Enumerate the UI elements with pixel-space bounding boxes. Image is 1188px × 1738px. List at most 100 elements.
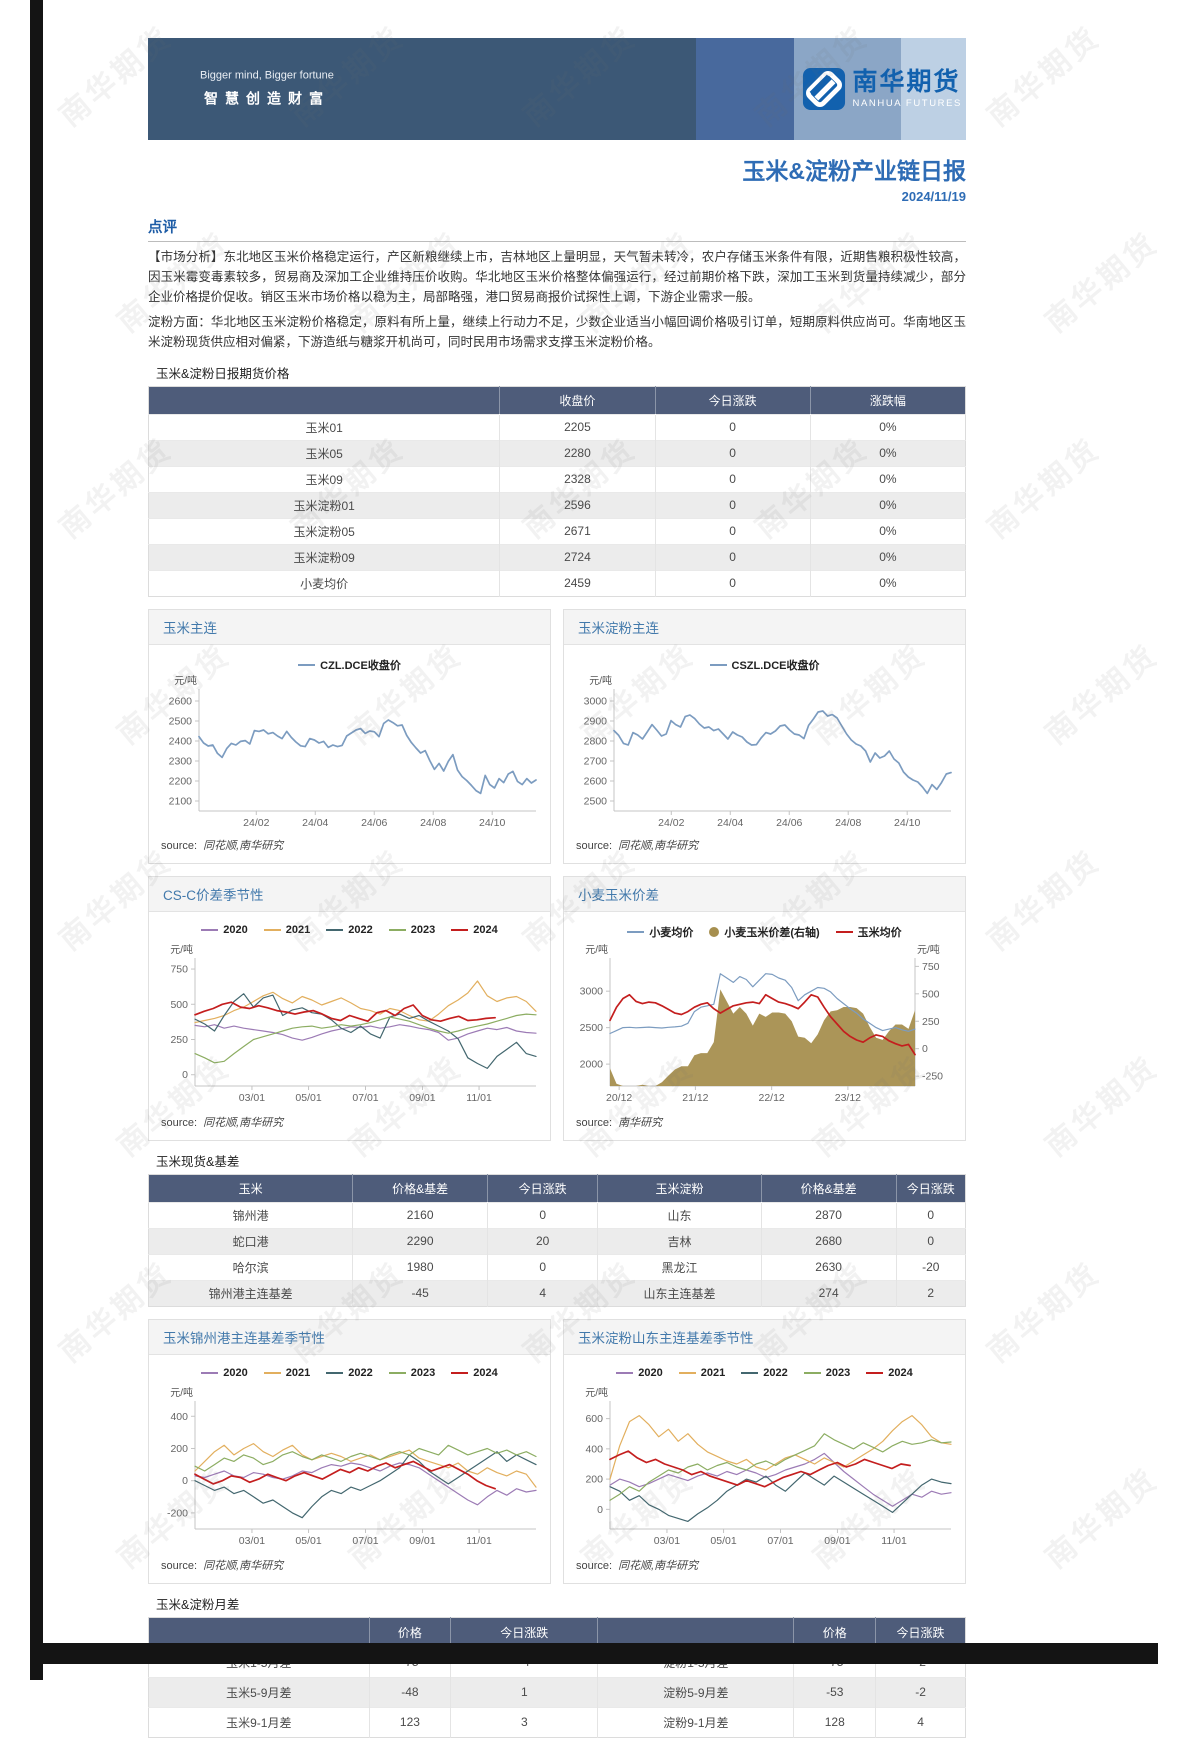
svg-text:24/06: 24/06 bbox=[361, 817, 387, 829]
chart-legend: 2020 2021 2022 2023 2024 bbox=[564, 1367, 965, 1379]
brand-logo: 南华期货 NANHUA FUTURES bbox=[802, 67, 963, 111]
table-row: 哈尔滨 1980 0 黑龙江 2630 -20 bbox=[148, 1253, 966, 1281]
source-note: source: 同花顺,南华研究 bbox=[564, 833, 965, 863]
source-label: source: bbox=[161, 1559, 198, 1572]
svg-text:0: 0 bbox=[922, 1043, 928, 1055]
watermark-text: 南华期货 bbox=[981, 20, 1107, 134]
table-cell: -53 bbox=[793, 1676, 877, 1708]
table-cell: -20 bbox=[896, 1253, 966, 1281]
legend-item: 2021 bbox=[263, 924, 310, 936]
panel-title: 小麦玉米价差 bbox=[564, 876, 965, 912]
table-cell: 2630 bbox=[761, 1253, 897, 1281]
table-header-cell: 价格 bbox=[369, 1617, 452, 1648]
table-header-cell: 价格&基差 bbox=[352, 1174, 489, 1203]
panel-title: 玉米主连 bbox=[149, 609, 550, 645]
table-cell: -45 bbox=[352, 1279, 489, 1307]
svg-text:2700: 2700 bbox=[584, 755, 608, 767]
legend-label: 2023 bbox=[825, 1366, 851, 1379]
table-cell: 玉米05 bbox=[148, 439, 501, 467]
svg-text:2600: 2600 bbox=[584, 775, 608, 787]
spot-basis-table-title: 玉米现货&基差 bbox=[156, 1154, 240, 1169]
svg-text:0: 0 bbox=[597, 1504, 603, 1516]
chart-row-main: 玉米主连 CZL.DCE收盘价 2600 2500 2400 2300 2200 2100 元… bbox=[148, 608, 966, 864]
legend-item: 2024 bbox=[866, 1367, 913, 1379]
corn-main-chart-panel: 玉米主连 CZL.DCE收盘价 2600 2500 2400 2300 2200 2100 元… bbox=[148, 608, 551, 864]
svg-text:11/01: 11/01 bbox=[881, 1535, 907, 1547]
svg-text:09/01: 09/01 bbox=[409, 1535, 435, 1547]
chart-legend: CSZL.DCE收盘价 bbox=[564, 657, 965, 673]
market-analysis-paragraph: 【市场分析】东北地区玉米价格稳定运行，产区新粮继续上市，吉林地区上量明显，天气暂… bbox=[148, 250, 966, 304]
legend-item: 2022 bbox=[741, 1367, 788, 1379]
brand-name-cn: 南华期货 bbox=[852, 67, 961, 96]
table-header-cell: 今日涨跌 bbox=[450, 1617, 599, 1648]
table-header-cell bbox=[148, 1617, 370, 1648]
table-cell: 0% bbox=[810, 491, 966, 519]
legend-item: 2020 bbox=[616, 1367, 663, 1379]
table-row: 小麦均价 2459 0 0% bbox=[148, 569, 966, 597]
source-value: 同花顺,南华研究 bbox=[618, 839, 699, 852]
legend-swatch-icon bbox=[263, 1371, 281, 1374]
brand-banner: Bigger mind, Bigger fortune 智慧创造财富 南华期货 … bbox=[148, 38, 966, 140]
table-header-cell: 玉米 bbox=[148, 1174, 354, 1203]
legend-swatch-icon bbox=[326, 928, 344, 931]
corn-jinzhou-basis-seasonal-panel: 玉米锦州港主连基差季节性 2020 2021 2022 2023 2024 400 200 0… bbox=[148, 1318, 551, 1584]
line-series-2024 bbox=[194, 1460, 496, 1490]
svg-text:元/吨: 元/吨 bbox=[174, 674, 197, 687]
legend-swatch-icon bbox=[388, 1371, 406, 1374]
report-date: 2024/11/19 bbox=[901, 189, 966, 204]
chart-canvas: 400 200 0 -200 元/吨 03/01 05/01 07/01 09/01 11/01 bbox=[167, 1386, 537, 1547]
svg-text:24/02: 24/02 bbox=[658, 817, 684, 829]
banner-band bbox=[696, 38, 795, 140]
line-series-2021 bbox=[194, 1442, 537, 1488]
tagline-english: Bigger mind, Bigger fortune bbox=[200, 69, 334, 82]
spot-basis-table: 玉米 价格&基差 今日涨跌 玉米淀粉 价格&基差 今日涨跌 锦州港 2160 0 山东 2870 0 蛇… bbox=[148, 1173, 966, 1307]
watermark-text: 南华期货 bbox=[1039, 226, 1165, 340]
starch-shandong-basis-seasonal-panel: 玉米淀粉山东主连基差季节性 2020 2021 2022 2023 2024 600 400… bbox=[563, 1318, 966, 1584]
legend-label: CSZL.DCE收盘价 bbox=[731, 659, 820, 672]
area-series-小麦玉米价差(右轴) bbox=[610, 989, 915, 1086]
legend-item: 2022 bbox=[326, 1367, 373, 1379]
svg-text:24/02: 24/02 bbox=[243, 817, 269, 829]
report-page: Bigger mind, Bigger fortune 智慧创造财富 南华期货 … bbox=[148, 0, 966, 1738]
chart-row-spreads: CS-C价差季节性 2020 2021 2022 2023 2024 750 500 250 0… bbox=[148, 875, 966, 1141]
table-cell: 玉米淀粉09 bbox=[148, 543, 501, 571]
svg-text:24/04: 24/04 bbox=[717, 817, 743, 829]
table-cell: 0% bbox=[810, 465, 966, 493]
svg-text:03/01: 03/01 bbox=[654, 1535, 680, 1547]
table-row: 玉米淀粉01 2596 0 0% bbox=[148, 491, 966, 519]
svg-text:2100: 2100 bbox=[169, 795, 193, 807]
legend-item: 2020 bbox=[201, 1367, 248, 1379]
chart-canvas: 3000 2900 2800 2700 2600 2500 元/吨 24/02 24/04 24/… bbox=[584, 674, 952, 829]
svg-text:20/12: 20/12 bbox=[606, 1092, 632, 1104]
chart-canvas: 600 400 200 0 元/吨 03/01 05/01 07/01 09/01 11/01 bbox=[585, 1386, 952, 1547]
line-series-2023 bbox=[609, 1432, 952, 1501]
legend-item: 小麦玉米价差(右轴) bbox=[709, 924, 820, 940]
legend-swatch-icon bbox=[201, 1371, 219, 1374]
legend-item: 2024 bbox=[451, 924, 498, 936]
legend-item: 2021 bbox=[263, 1367, 310, 1379]
legend-item: 小麦均价 bbox=[627, 924, 693, 940]
svg-text:元/吨: 元/吨 bbox=[585, 1386, 608, 1399]
table-cell: 2328 bbox=[499, 465, 656, 493]
svg-text:元/吨: 元/吨 bbox=[589, 674, 612, 687]
table-cell: 玉米01 bbox=[148, 413, 501, 441]
legend-swatch-icon bbox=[201, 928, 219, 931]
svg-text:23/12: 23/12 bbox=[835, 1092, 861, 1104]
table-header-cell: 价格&基差 bbox=[761, 1174, 897, 1203]
source-note: source: 同花顺,南华研究 bbox=[149, 833, 550, 863]
line-series-2021 bbox=[194, 980, 537, 1023]
table-header-cell: 玉米淀粉 bbox=[597, 1174, 762, 1203]
table-header-row: 玉米 价格&基差 今日涨跌 玉米淀粉 价格&基差 今日涨跌 bbox=[148, 1174, 966, 1203]
table-cell: 玉米5-9月差 bbox=[148, 1676, 370, 1708]
table-cell: 2459 bbox=[499, 569, 656, 597]
cs-c-spread-seasonal-panel: CS-C价差季节性 2020 2021 2022 2023 2024 750 500 250 0… bbox=[148, 875, 551, 1141]
table-cell: 锦州港 bbox=[148, 1201, 354, 1229]
source-value: 同花顺,南华研究 bbox=[203, 1559, 284, 1572]
svg-text:2900: 2900 bbox=[584, 715, 608, 727]
table-header-cell: 收盘价 bbox=[499, 386, 656, 415]
chart-legend: 2020 2021 2022 2023 2024 bbox=[149, 1367, 550, 1379]
table-cell: 0% bbox=[810, 439, 966, 467]
svg-text:250: 250 bbox=[922, 1016, 940, 1028]
svg-text:24/10: 24/10 bbox=[894, 817, 920, 829]
table-cell: 0 bbox=[655, 569, 811, 597]
